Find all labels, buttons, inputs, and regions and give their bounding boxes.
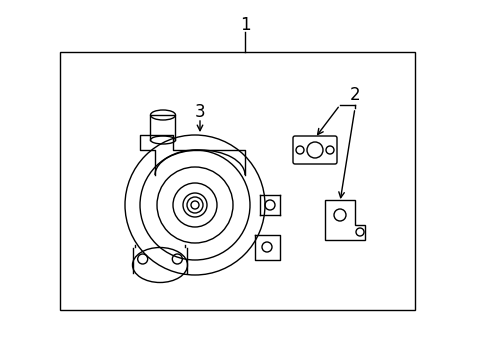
Text: 2: 2 <box>349 86 360 104</box>
Text: 3: 3 <box>194 103 205 121</box>
Text: 1: 1 <box>239 16 250 34</box>
